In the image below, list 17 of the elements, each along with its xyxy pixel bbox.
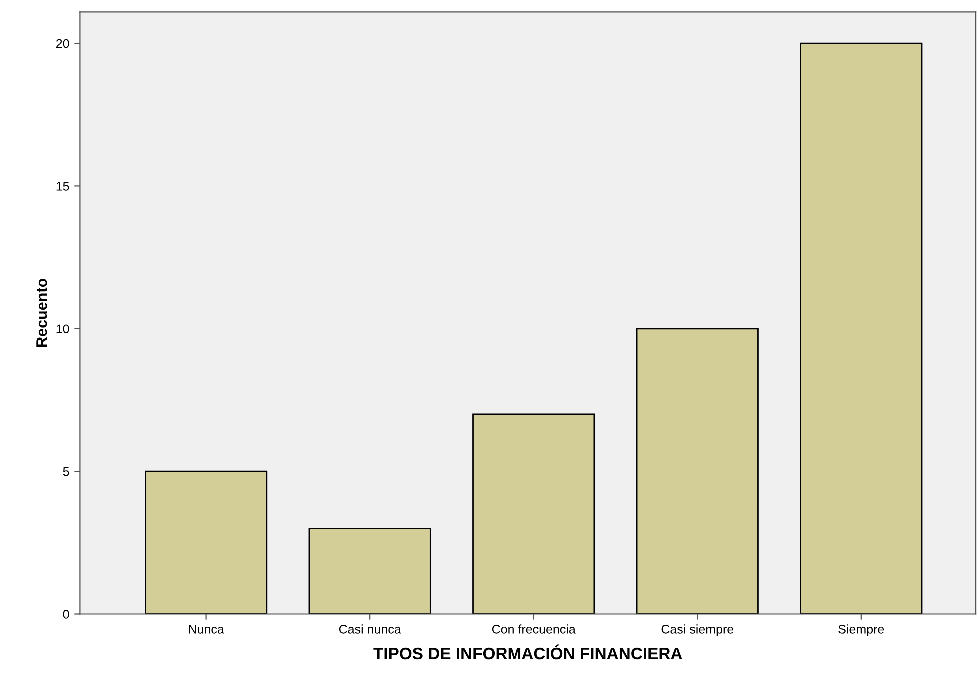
y-tick-label: 0	[63, 610, 70, 619]
x-tick-label: Casi nunca	[339, 624, 402, 634]
y-axis-title: Recuento	[36, 278, 48, 347]
bar	[472, 414, 596, 614]
y-tick-label: 15	[56, 182, 70, 191]
x-tick-label: Siempre	[838, 624, 884, 636]
x-axis-title: TIPOS DE INFORMACIÓN FINANCIERA	[374, 644, 682, 660]
bar	[636, 328, 759, 614]
x-tick-label: Nunca	[189, 625, 224, 634]
y-tick-label: 10	[56, 324, 70, 334]
x-tick-label: Con frecuencia	[492, 624, 576, 634]
bar	[800, 42, 923, 614]
bar	[308, 528, 432, 614]
y-tick-label: 5	[63, 468, 70, 476]
x-tick-label: Casi siempre	[662, 624, 734, 636]
y-tick-label: 20	[56, 39, 70, 48]
bar	[145, 470, 268, 614]
